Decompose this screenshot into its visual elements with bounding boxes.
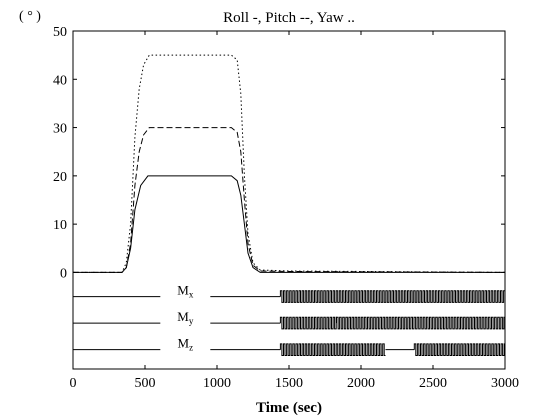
x-tick-label: 1000 (203, 376, 231, 391)
actuator-pulse-segment (413, 343, 505, 356)
actuator-pulse-segment (279, 290, 505, 303)
x-tick-label: 2000 (347, 376, 375, 391)
x-tick-label: 2500 (419, 376, 447, 391)
y-tick-label: 40 (53, 73, 67, 88)
x-tick-label: 0 (70, 376, 77, 391)
y-tick-label: 50 (53, 25, 67, 40)
x-tick-label: 3000 (491, 376, 519, 391)
actuator-pulse-segment (279, 343, 386, 356)
x-tick-label: 1500 (275, 376, 303, 391)
x-axis-label: Time (sec) (256, 400, 322, 416)
x-tick-label: 500 (135, 376, 156, 391)
actuator-signal-y: My (73, 309, 505, 330)
y-tick-label: 20 (53, 170, 67, 185)
actuator-label: Mx (177, 283, 194, 300)
actuator-label: My (177, 309, 194, 326)
y-tick-label: 0 (60, 266, 67, 281)
series-yaw-line (73, 54, 506, 273)
axis-ticks: 0 500 1000 1500 2000 2500 3000 0 10 20 30 40 50 (53, 25, 519, 391)
y-tick-label: 30 (53, 122, 67, 137)
actuator-pulse-segment (336, 316, 505, 330)
y-axis-unit: ( ° ) (19, 9, 41, 24)
actuator-label: Mz (178, 336, 194, 353)
actuator-signals: Mx My Mz (73, 283, 505, 356)
actuator-signal-x: Mx (73, 283, 505, 303)
chart-title: Roll -, Pitch --, Yaw .. (223, 10, 355, 26)
y-tick-label: 10 (53, 218, 67, 233)
series-roll-line (73, 175, 505, 273)
actuator-pulse-segment (279, 316, 337, 330)
series-lines (73, 54, 506, 273)
actuator-signal-z: Mz (73, 336, 505, 356)
series-pitch-line (73, 127, 506, 273)
